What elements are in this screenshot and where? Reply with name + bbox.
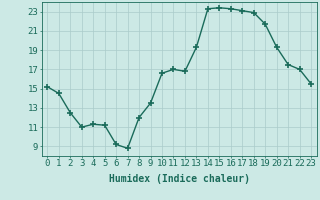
- X-axis label: Humidex (Indice chaleur): Humidex (Indice chaleur): [109, 174, 250, 184]
